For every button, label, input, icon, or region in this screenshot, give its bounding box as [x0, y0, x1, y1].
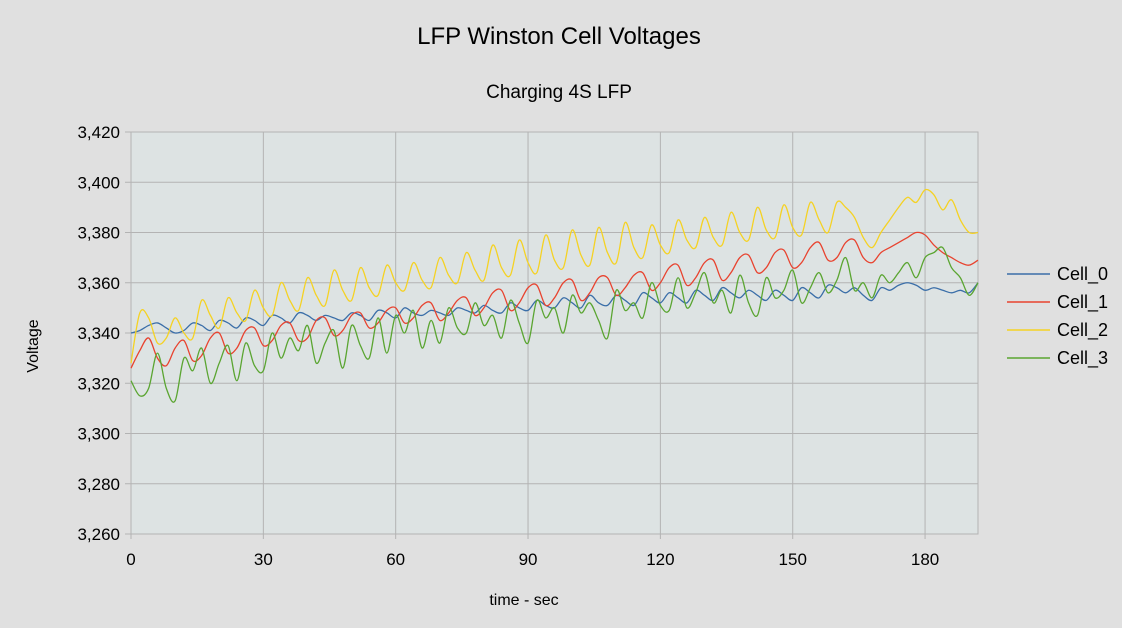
y-axis-label: Voltage	[25, 319, 42, 372]
x-axis-label: time - sec	[489, 592, 558, 609]
chart-title: LFP Winston Cell Voltages	[417, 23, 701, 50]
legend-label: Cell_0	[1057, 264, 1108, 285]
legend-label: Cell_3	[1057, 348, 1108, 369]
y-tick-label: 3,400	[77, 173, 120, 192]
series-line-cell-2	[130, 188, 979, 364]
series-line-cell-1	[130, 231, 979, 369]
x-tick-label: 180	[911, 550, 939, 569]
x-tick-label: 60	[386, 550, 405, 569]
x-tick-label: 0	[126, 550, 135, 569]
series-lines	[130, 188, 979, 403]
y-tick-label: 3,360	[77, 274, 120, 293]
legend-label: Cell_1	[1057, 292, 1108, 313]
x-tick-label: 30	[254, 550, 273, 569]
y-tick-label: 3,300	[77, 425, 120, 444]
legend: Cell_0 Cell_1 Cell_2 Cell_3	[1007, 264, 1108, 369]
legend-label: Cell_2	[1057, 320, 1108, 341]
y-tick-labels: 3,260 3,280 3,300 3,320 3,340 3,360 3,380 3,400…	[77, 123, 120, 544]
y-tick-label: 3,380	[77, 224, 120, 243]
y-tick-label: 3,320	[77, 374, 120, 393]
grid-lines	[125, 131, 978, 539]
y-tick-label: 3,340	[77, 324, 120, 343]
chart-subtitle: Charging 4S LFP	[486, 82, 632, 103]
x-tick-label: 150	[779, 550, 807, 569]
y-tick-label: 3,280	[77, 475, 120, 494]
x-tick-labels: 0 30 60 90 120 150 180	[126, 550, 939, 569]
x-tick-label: 90	[519, 550, 538, 569]
x-tick-label: 120	[646, 550, 674, 569]
y-tick-label: 3,420	[77, 123, 120, 142]
series-line-cell-3	[130, 246, 979, 403]
y-tick-label: 3,260	[77, 525, 120, 544]
